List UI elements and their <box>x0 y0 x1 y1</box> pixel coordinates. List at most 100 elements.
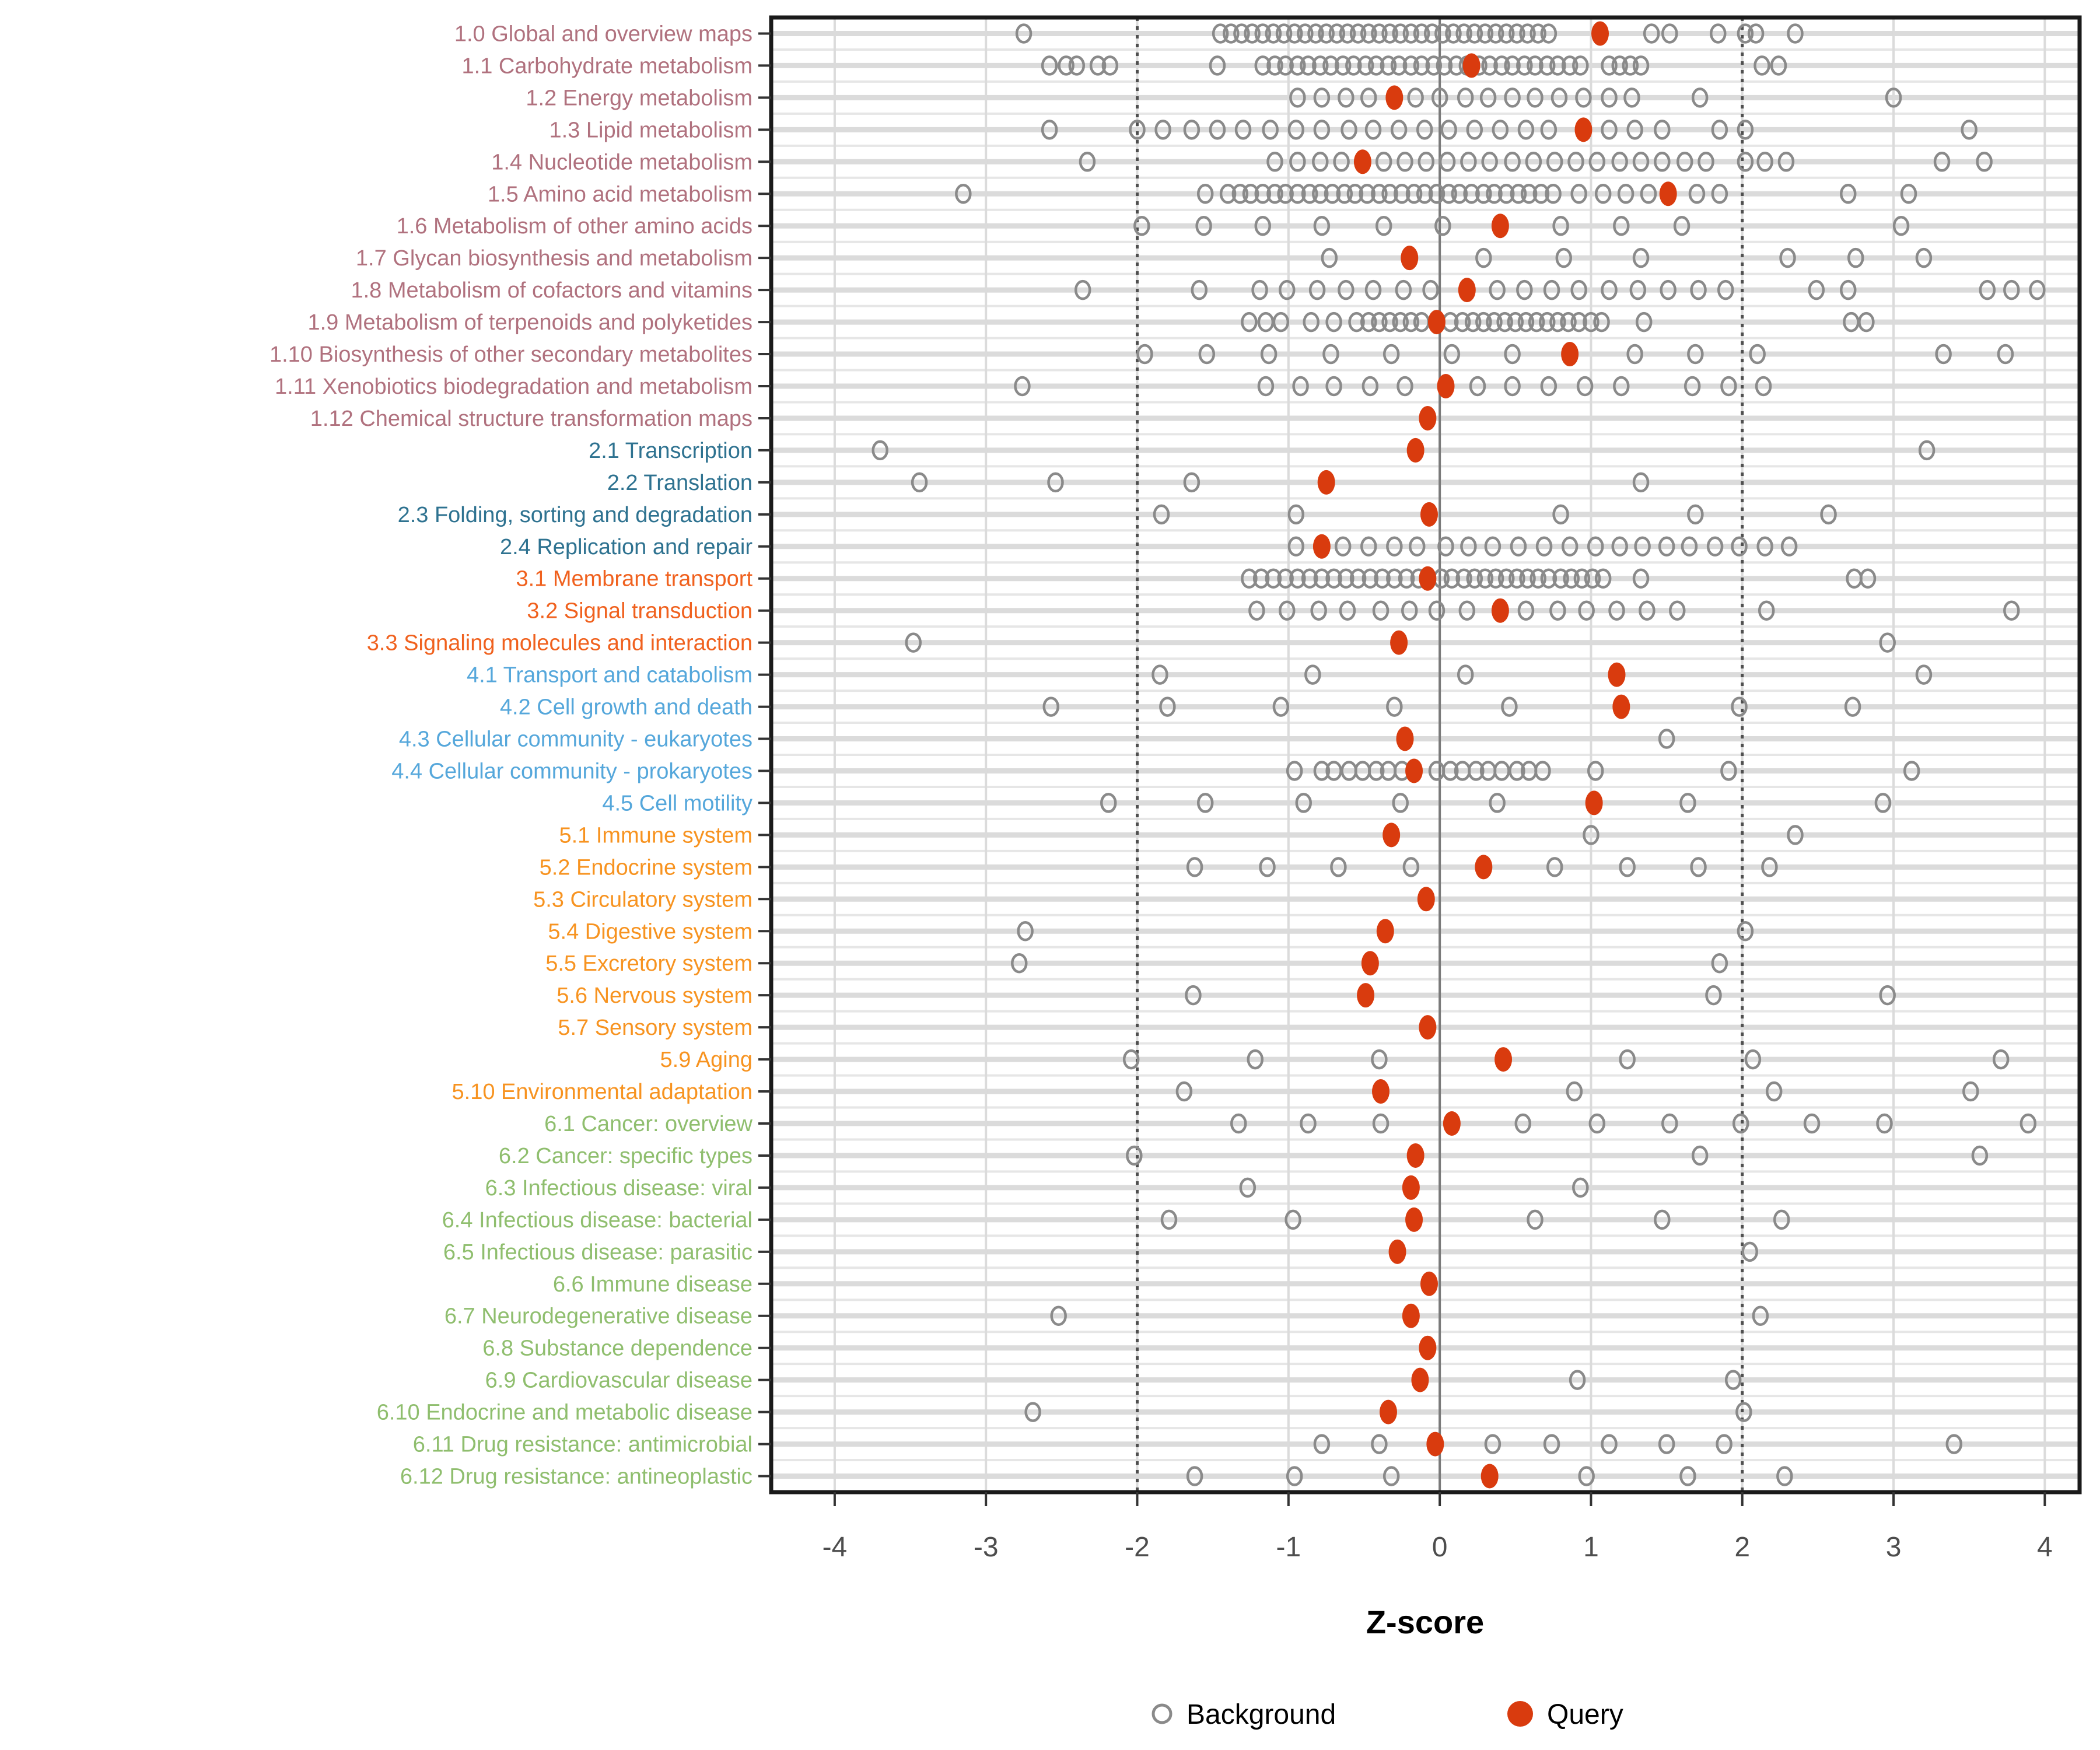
background-point <box>1272 312 1290 332</box>
background-point <box>1717 279 1734 300</box>
query-point <box>1312 534 1331 559</box>
background-point <box>1635 312 1653 332</box>
background-point <box>1658 1434 1675 1454</box>
background-point <box>1654 1209 1671 1230</box>
row-label: 6.1 Cancer: overview <box>544 1112 752 1136</box>
background-point <box>1962 1081 1979 1102</box>
background-point <box>1583 312 1600 332</box>
background-point <box>1089 55 1107 76</box>
row-label: 6.10 Endocrine and metabolic disease <box>377 1401 752 1425</box>
background-point <box>1476 23 1494 44</box>
legend-background-label: Background <box>1186 1699 1336 1730</box>
row-label: 5.10 Environmental adaptation <box>452 1080 752 1104</box>
background-point <box>1440 184 1457 204</box>
background-point <box>1313 120 1331 140</box>
background-point <box>2003 279 2020 300</box>
background-point <box>1422 279 1439 300</box>
query-point <box>1402 1175 1420 1200</box>
background-point <box>1619 1049 1636 1070</box>
background-point <box>1402 55 1420 76</box>
background-point <box>1313 761 1331 781</box>
background-point <box>1266 184 1283 204</box>
query-point <box>1361 951 1379 976</box>
background-point <box>1380 55 1397 76</box>
x-tick-label: 0 <box>1432 1532 1448 1563</box>
background-point <box>1209 55 1226 76</box>
background-point <box>1265 568 1282 589</box>
background-point <box>1676 152 1693 172</box>
background-point <box>1386 536 1403 557</box>
row-label: 4.3 Cellular community - eukaryotes <box>399 727 752 752</box>
row-label: 5.2 Endocrine system <box>540 855 752 880</box>
x-tick-label: 3 <box>1886 1532 1902 1563</box>
row-label: 1.10 Biosynthesis of other secondary met… <box>270 342 752 367</box>
background-point <box>1787 23 1804 44</box>
background-point <box>1301 184 1318 204</box>
background-point <box>1362 568 1379 589</box>
background-point <box>1563 568 1580 589</box>
background-point <box>1808 279 1825 300</box>
background-point <box>1451 184 1468 204</box>
query-point <box>1411 1367 1429 1392</box>
x-tick-label: -1 <box>1276 1532 1301 1563</box>
background-point <box>1489 793 1506 813</box>
background-point <box>1325 312 1342 332</box>
background-point <box>1679 793 1696 813</box>
background-point <box>1492 120 1509 140</box>
background-point <box>1658 729 1675 749</box>
x-tick-label: -4 <box>822 1532 848 1563</box>
background-point <box>1971 1145 1989 1166</box>
background-point <box>1613 215 1630 236</box>
background-point <box>1324 184 1341 204</box>
background-point <box>1552 568 1569 589</box>
background-point <box>1484 1434 1502 1454</box>
background-point <box>1457 88 1474 108</box>
background-point <box>1560 312 1577 332</box>
query-point <box>1443 1111 1461 1136</box>
background-point <box>1879 632 1896 653</box>
background-point <box>1540 120 1558 140</box>
background-point <box>1402 857 1420 877</box>
background-point <box>1538 55 1556 76</box>
row-label: 3.2 Signal transduction <box>527 599 752 624</box>
row-label: 6.8 Substance dependence <box>482 1336 752 1361</box>
background-point <box>1741 1241 1758 1262</box>
background-point <box>1362 376 1379 397</box>
background-point <box>1587 536 1604 557</box>
background-point <box>1731 696 1748 717</box>
x-tick-label: -2 <box>1125 1532 1150 1563</box>
background-point <box>1364 120 1382 140</box>
x-tick-label: 2 <box>1734 1532 1750 1563</box>
background-point <box>1423 23 1441 44</box>
background-point <box>1496 312 1513 332</box>
background-point <box>1209 120 1226 140</box>
background-point <box>1272 696 1290 717</box>
background-point <box>1284 1209 1301 1230</box>
background-point <box>1578 600 1595 621</box>
background-point <box>1546 152 1563 172</box>
background-point <box>1313 1434 1331 1454</box>
row-label: 6.5 Infectious disease: parasitic <box>443 1240 752 1265</box>
background-point <box>1549 600 1566 621</box>
background-point <box>1915 664 1933 685</box>
background-point <box>1761 857 1778 877</box>
background-point <box>1803 1113 1821 1134</box>
background-point <box>1160 1209 1178 1230</box>
background-point <box>1308 279 1326 300</box>
background-point <box>1711 120 1728 140</box>
background-point <box>1313 215 1331 236</box>
background-point <box>1945 1434 1963 1454</box>
background-point <box>1504 152 1521 172</box>
background-point <box>1286 761 1303 781</box>
background-point <box>1392 793 1409 813</box>
background-point <box>1820 504 1837 525</box>
background-point <box>1525 152 1542 172</box>
background-point <box>1041 120 1058 140</box>
background-point <box>1549 312 1566 332</box>
row-label: 6.3 Infectious disease: viral <box>485 1176 752 1200</box>
background-point <box>2020 1113 2037 1134</box>
row-label: 1.4 Nucleotide metabolism <box>491 150 752 174</box>
background-point <box>1175 1081 1193 1102</box>
background-point <box>1349 568 1367 589</box>
background-point <box>1398 568 1415 589</box>
